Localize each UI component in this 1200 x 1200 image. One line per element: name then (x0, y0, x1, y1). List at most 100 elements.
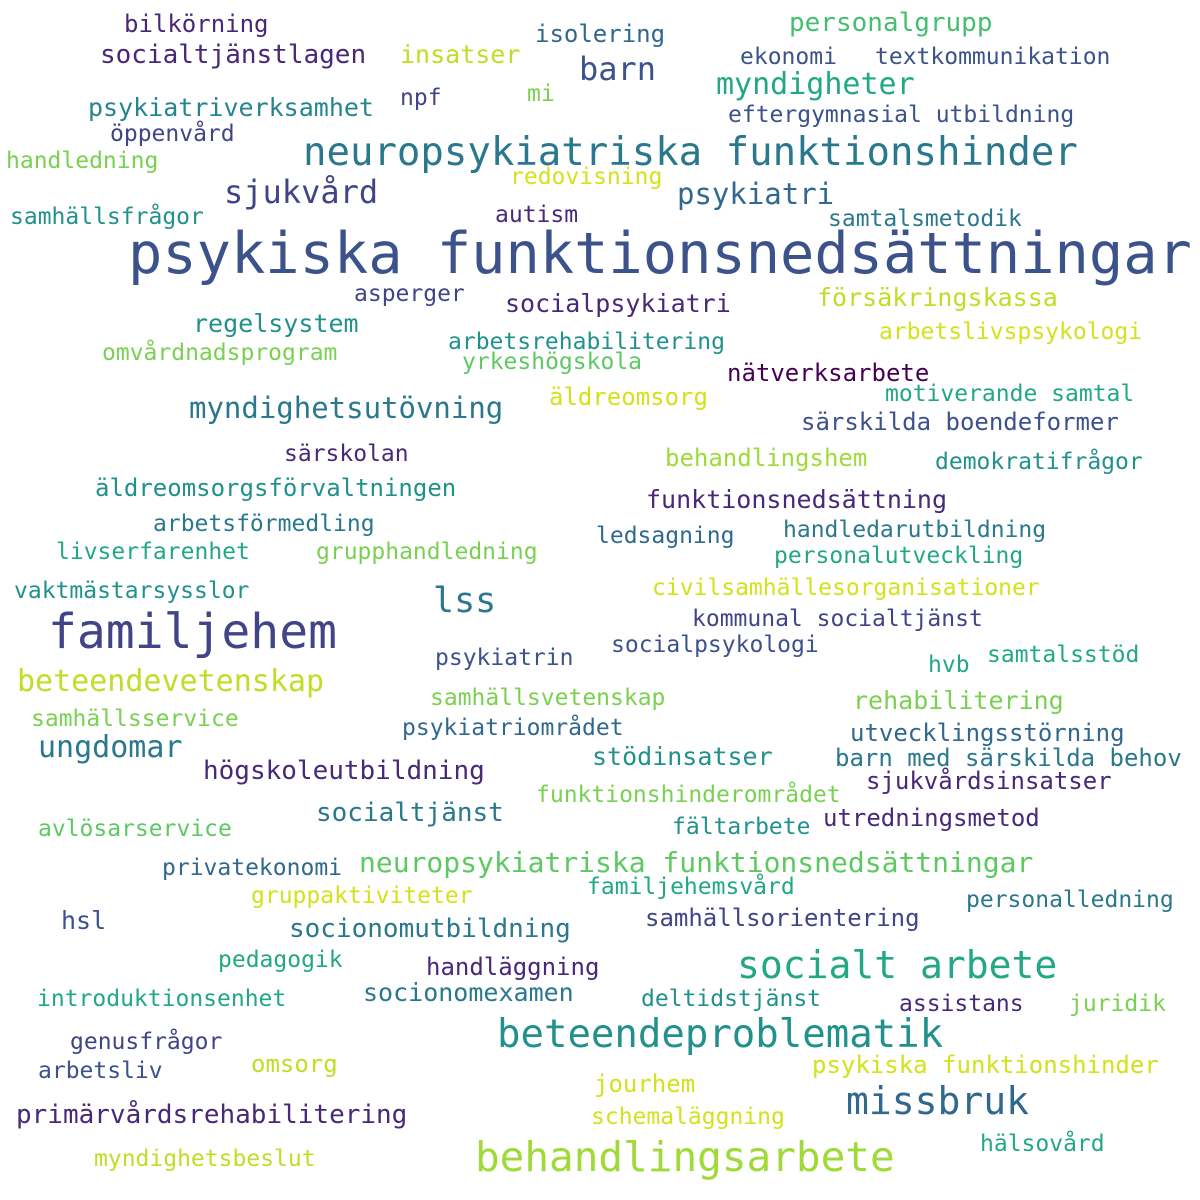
word: eftergymnasial utbildning (728, 102, 1075, 128)
word: hälsovård (980, 1131, 1105, 1157)
word: socialtjänst (316, 798, 504, 828)
word: äldreomsorg (549, 383, 708, 411)
word: omvårdnadsprogram (102, 340, 338, 366)
word: mi (527, 81, 555, 107)
word: samhällsfrågor (10, 204, 204, 230)
word: psykiatriområdet (402, 715, 624, 741)
word: primärvårdsrehabilitering (16, 1100, 408, 1130)
word: jourhem (594, 1070, 696, 1098)
word: högskoleutbildning (203, 756, 485, 786)
word: genusfrågor (70, 1029, 223, 1055)
word: psykiatrin (435, 645, 574, 671)
word: rehabilitering (853, 686, 1064, 715)
word: socialpsykiatri (505, 289, 731, 318)
word: barn med särskilda behov (835, 744, 1182, 772)
word: personalutveckling (774, 543, 1024, 569)
word: psykiatri (677, 177, 835, 211)
word: socialpsykologi (611, 632, 819, 658)
word: isolering (535, 20, 666, 48)
word: socialtjänstlagen (100, 40, 367, 70)
word: stödinsatser (592, 742, 773, 771)
word: juridik (1069, 991, 1166, 1017)
word: försäkringskassa (817, 283, 1058, 312)
word: textkommunikation (875, 44, 1111, 70)
word: personalgrupp (789, 8, 993, 38)
word: civilsamhällesorganisationer (652, 575, 1040, 601)
word: autism (495, 202, 579, 228)
word: socialt arbete (737, 943, 1058, 987)
word: samtalsstöd (987, 642, 1140, 668)
word: gruppaktiviteter (251, 883, 473, 909)
word: grupphandledning (316, 539, 538, 565)
word: psykiska funktionsnedsättningar (128, 221, 1192, 287)
word: handläggning (426, 953, 600, 981)
word: beteendeproblematik (497, 1012, 944, 1057)
word: funktionsnedsättning (646, 485, 948, 514)
word: utvecklingsstörning (850, 719, 1125, 747)
word: särskilda boendeformer (801, 408, 1119, 436)
word: familjehemsvård (587, 874, 795, 900)
word: schemaläggning (591, 1104, 785, 1130)
word: privatekonomi (162, 855, 343, 881)
word: hsl (61, 906, 107, 935)
word: arbetsrehabilitering (448, 329, 725, 355)
word: samhällsservice (31, 706, 239, 732)
word: neuropsykiatriska funktionshinder (303, 130, 1078, 175)
word: motiverande samtal (885, 381, 1135, 407)
word: asperger (354, 281, 465, 307)
word: ungdomar (38, 730, 183, 765)
word: pedagogik (218, 947, 343, 973)
word: äldreomsorgsförvaltningen (95, 474, 457, 502)
word: samhällsorientering (645, 904, 920, 932)
word: deltidstjänst (641, 986, 822, 1012)
word: redovisning (510, 164, 663, 190)
word: arbetslivspsykologi (879, 319, 1143, 345)
word: samtalsmetodik (828, 206, 1022, 232)
word: sjukvård (224, 173, 379, 211)
word: behandlingshem (665, 444, 868, 472)
word: barn (579, 50, 657, 88)
word: behandlingsarbete (475, 1133, 895, 1181)
word: omsorg (251, 1050, 338, 1078)
word: psykiatriverksamhet (88, 93, 374, 122)
word: assistans (899, 991, 1024, 1017)
word: sjukvårdsinsatser (866, 767, 1112, 795)
word: myndighetsbeslut (94, 1146, 316, 1172)
word: insatser (400, 40, 521, 69)
word: regelsystem (193, 309, 359, 338)
word: myndigheter (716, 67, 915, 102)
word: demokratifrågor (935, 449, 1143, 475)
word: avlösarservice (38, 816, 232, 842)
word: psykiska funktionshinder (812, 1051, 1159, 1079)
word: bilkörning (124, 10, 269, 38)
word: yrkeshögskola (462, 349, 643, 375)
word: arbetsförmedling (153, 511, 375, 537)
word: öppenvård (110, 121, 235, 147)
word: fältarbete (672, 814, 811, 840)
word: beteendevetenskap (17, 664, 325, 699)
word: ledsagning (596, 523, 735, 549)
word: hvb (928, 652, 970, 678)
word: handledning (6, 148, 159, 174)
word: npf (400, 85, 442, 111)
word: funktionshinderområdet (536, 782, 841, 808)
word: samhällsvetenskap (430, 685, 666, 711)
word: särskolan (284, 441, 409, 467)
word: lss (433, 581, 497, 621)
word: ekonomi (740, 44, 837, 70)
word: nätverksarbete (727, 359, 930, 387)
word: livserfarenhet (56, 539, 250, 565)
word: personalledning (966, 887, 1174, 913)
word: socionomutbildning (289, 914, 571, 944)
word: vaktmästarsysslor (14, 578, 250, 604)
word: myndighetsutövning (189, 391, 504, 425)
word: socionomexamen (363, 978, 574, 1007)
word: handledarutbildning (783, 517, 1047, 543)
word: introduktionsenhet (37, 986, 287, 1012)
word: familjehem (48, 604, 337, 660)
word: kommunal socialtjänst (692, 606, 983, 632)
word: utredningsmetod (823, 804, 1040, 832)
word: neuropsykiatriska funktionsnedsättningar (359, 846, 1034, 879)
word: arbetsliv (38, 1058, 163, 1084)
